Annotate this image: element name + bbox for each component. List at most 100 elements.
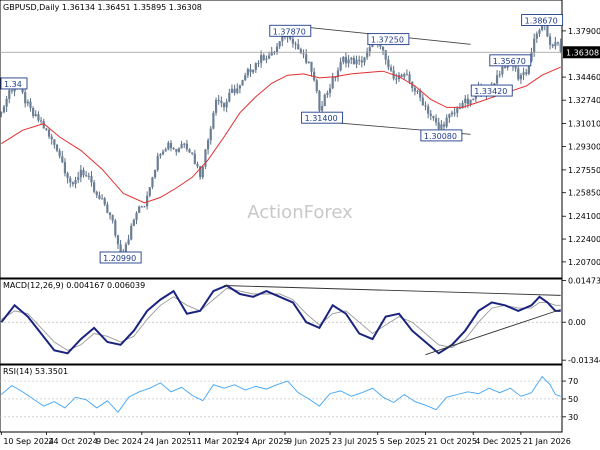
- candle-body: [108, 212, 112, 216]
- candle-body: [472, 98, 475, 100]
- candle-body: [548, 36, 552, 45]
- candle-body: [315, 80, 318, 92]
- candle-body: [495, 75, 499, 84]
- candle-body: [130, 225, 133, 240]
- price-annotation-box: [489, 54, 532, 67]
- candle-body: [366, 51, 369, 58]
- x-tick-label: 9 Jun 2025: [287, 437, 330, 446]
- candle-body: [262, 55, 265, 60]
- candle-body: [79, 169, 82, 178]
- price-annotation-label: 1.33420: [474, 87, 507, 96]
- candle-body: [257, 62, 260, 64]
- candle-body: [355, 59, 358, 65]
- candle-body: [116, 235, 120, 245]
- candle-body: [299, 49, 302, 54]
- candle-body: [525, 72, 528, 74]
- candle-body: [34, 114, 37, 116]
- candle-body: [29, 101, 32, 109]
- y-tick-label: 1.22400: [568, 235, 600, 244]
- candle-body: [456, 108, 459, 113]
- candle-body: [153, 169, 157, 178]
- current-price-label: 1.36308: [566, 48, 599, 57]
- candle-body: [522, 72, 525, 76]
- candle-body: [217, 99, 220, 101]
- candle-body: [39, 120, 43, 122]
- candle-body: [183, 143, 186, 145]
- candle-body: [400, 74, 403, 77]
- candle-body: [191, 152, 194, 154]
- candle-body: [45, 128, 48, 130]
- price-annotation-box: [301, 111, 344, 124]
- candle-body: [241, 80, 244, 86]
- candle-body: [342, 56, 345, 62]
- candle-body: [421, 97, 424, 106]
- candle-body: [427, 106, 430, 114]
- y-tick-label: 1.34460: [568, 73, 600, 82]
- candle-body: [37, 114, 40, 121]
- candle-body: [180, 144, 183, 149]
- candle-body: [206, 140, 210, 150]
- candle-body: [432, 115, 435, 119]
- candle-body: [244, 75, 247, 81]
- current-price-box: [563, 46, 600, 59]
- candle-body: [188, 149, 191, 153]
- macd-y-tick-label: -0.013442: [568, 356, 600, 365]
- candle-body: [172, 148, 175, 150]
- candle-body: [230, 88, 234, 93]
- y-tick-label: 1.32740: [568, 96, 600, 105]
- candle-body: [530, 52, 533, 62]
- candle-body: [119, 244, 122, 259]
- candle-body: [87, 175, 90, 177]
- candle-body: [55, 144, 59, 151]
- candle-body: [246, 69, 249, 76]
- candle-body: [416, 90, 419, 92]
- candle-body: [140, 206, 143, 208]
- candle-body: [0, 112, 3, 114]
- candle-body: [310, 61, 313, 72]
- candle-body: [538, 30, 541, 34]
- candle-body: [47, 129, 51, 137]
- candle-body: [214, 99, 218, 113]
- candle-body: [551, 44, 554, 47]
- candle-body: [236, 88, 239, 93]
- candle-body: [328, 88, 332, 93]
- candle-body: [175, 149, 178, 152]
- rsi-title: RSI(14) 53.3501: [3, 367, 68, 376]
- candle-body: [199, 166, 202, 178]
- candle-body: [313, 71, 316, 81]
- price-annotation-box: [420, 129, 463, 142]
- x-tick-label: 21 Jan 2026: [523, 437, 571, 446]
- candle-body: [434, 118, 438, 123]
- price-annotation-label: 1.34: [4, 80, 22, 89]
- candle-body: [278, 41, 281, 47]
- candle-body: [403, 74, 406, 77]
- candle-body: [352, 57, 356, 65]
- x-tick-label: 4 Dec 2025: [475, 437, 521, 446]
- candle-body: [69, 178, 72, 183]
- candle-body: [90, 176, 93, 183]
- candle-body: [106, 204, 109, 213]
- candle-body: [559, 43, 562, 52]
- candle-body: [326, 92, 329, 95]
- rsi-y-tick-label: 70: [568, 377, 578, 386]
- candle-body: [169, 142, 173, 149]
- candle-body: [220, 100, 223, 104]
- x-tick-label: 24 Apr 2025: [239, 437, 288, 446]
- price-annotation-box: [99, 251, 142, 264]
- candle-body: [450, 112, 454, 115]
- candle-body: [193, 153, 196, 164]
- candle-body: [347, 59, 350, 64]
- candle-body: [350, 57, 353, 60]
- candle-body: [252, 69, 255, 73]
- candle-body: [196, 163, 199, 167]
- macd-title: MACD(12,26,9) 0.004167 0.006039: [3, 281, 145, 290]
- candle-body: [212, 112, 215, 129]
- moving-average-line: [1, 66, 561, 204]
- y-tick-label: 1.27550: [568, 166, 600, 175]
- macd-y-tick-label: 0.014734: [568, 277, 600, 286]
- y-tick-label: 1.31010: [568, 119, 600, 128]
- macd-panel-frame: [0, 278, 563, 365]
- macd-trendline: [223, 285, 561, 296]
- candle-body: [138, 206, 141, 213]
- candle-body: [8, 90, 11, 99]
